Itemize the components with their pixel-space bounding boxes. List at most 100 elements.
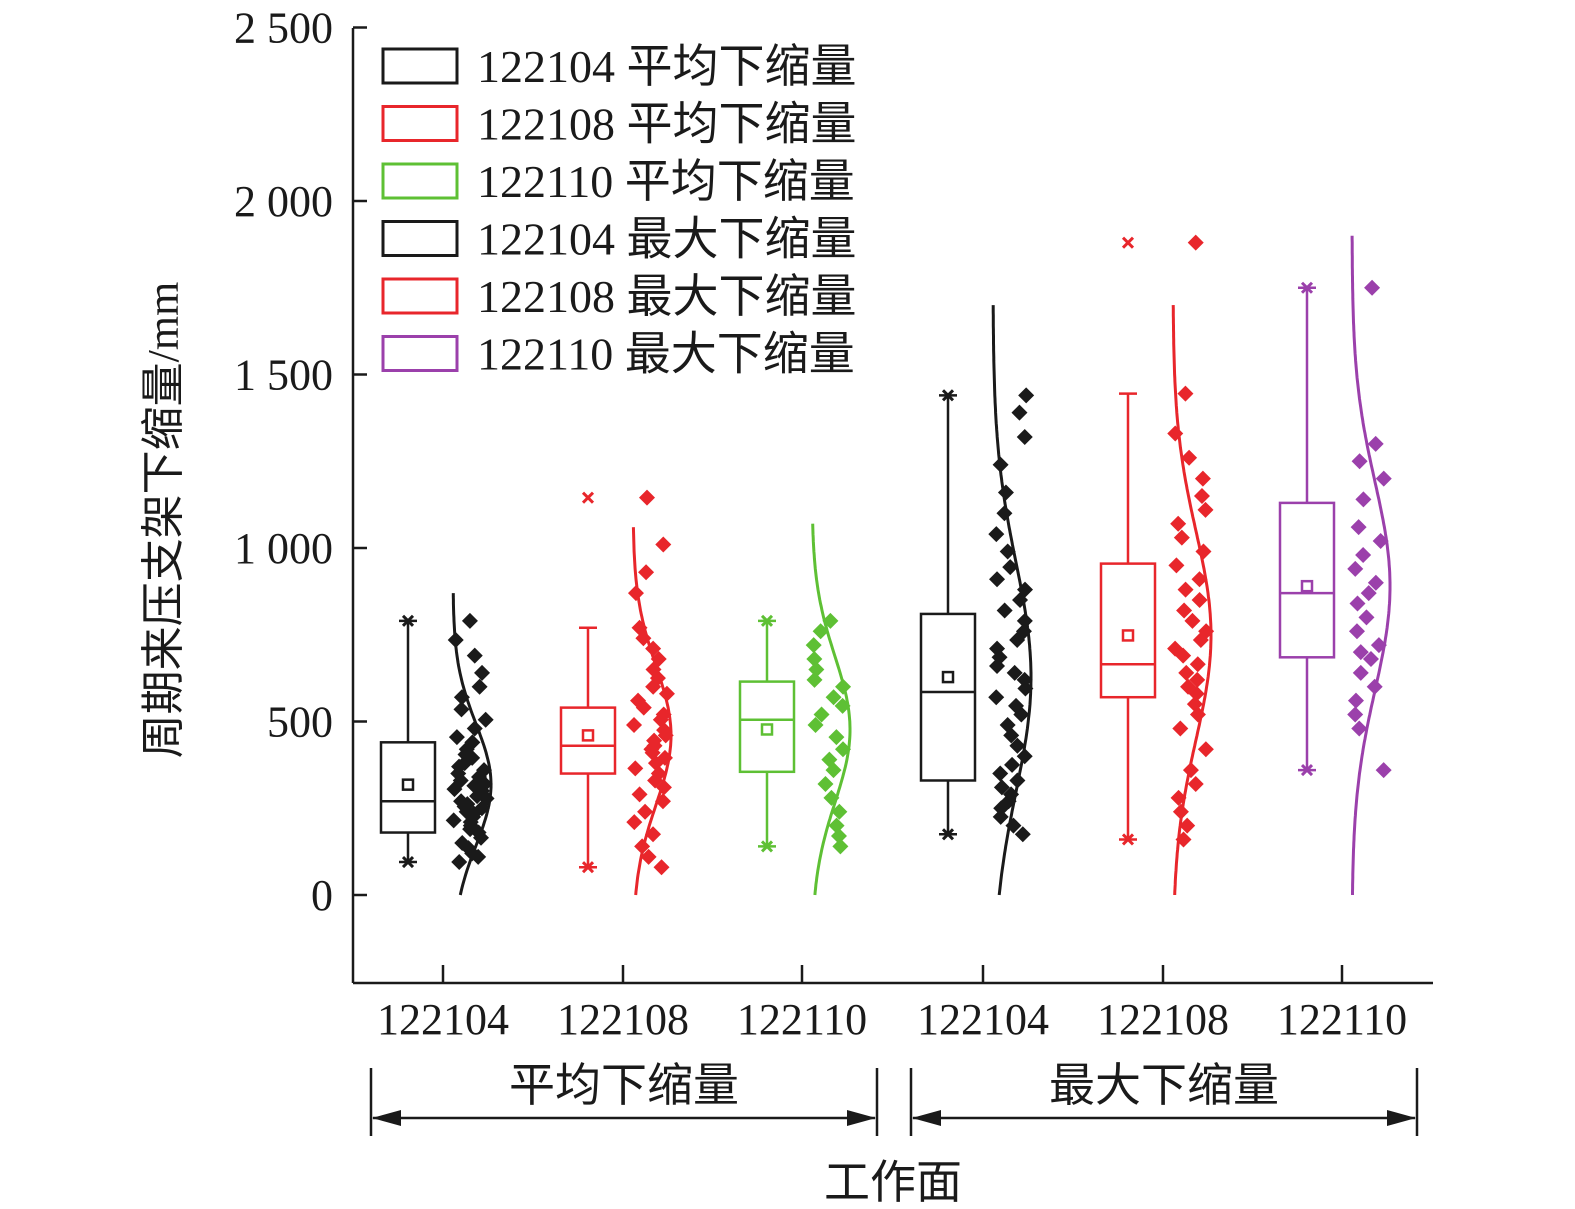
box-iqr: [1099, 562, 1157, 699]
box-iqr: [559, 706, 617, 775]
box-iqr: [379, 741, 437, 834]
data-point: [1018, 387, 1035, 404]
y-tick-label: 1 500: [234, 351, 333, 400]
legend-swatch: [381, 220, 459, 257]
data-point: [630, 692, 647, 709]
data-point: [988, 689, 1005, 706]
max-marker: [401, 614, 415, 627]
data-point: [638, 489, 655, 506]
box-mean-marker: [1300, 579, 1314, 593]
legend-label: 122104 最大下缩量: [477, 214, 857, 265]
legend-label: 122108 平均下缩量: [477, 99, 857, 150]
data-point: [1360, 585, 1377, 602]
legend-swatch: [381, 105, 459, 142]
data-point: [1375, 762, 1392, 779]
y-tick-label: 1 000: [234, 524, 333, 573]
series-group: [919, 305, 1035, 896]
data-point: [627, 585, 644, 602]
data-point: [989, 571, 1006, 588]
group-arrow-head-left: [912, 1110, 941, 1126]
min-marker: [941, 828, 955, 841]
data-point: [821, 751, 838, 768]
y-tick-label: 2 000: [234, 177, 333, 226]
data-point: [466, 647, 483, 664]
y-tick-label: 500: [267, 698, 333, 747]
data-point: [464, 734, 481, 751]
data-point: [996, 602, 1013, 619]
data-point: [646, 732, 663, 749]
data-point: [1375, 470, 1392, 487]
data-point: [808, 661, 825, 678]
min-marker: [401, 855, 415, 869]
legend-swatch: [381, 162, 459, 200]
data-point: [451, 854, 468, 871]
group-label: 平均下缩量: [509, 1060, 739, 1111]
x-tick-label: 122110: [1277, 995, 1407, 1044]
data-point: [1179, 817, 1196, 834]
x-tick-label: 122104: [917, 995, 1049, 1044]
data-point: [1347, 692, 1364, 709]
legend-swatch: [381, 277, 459, 315]
data-point: [1016, 671, 1033, 688]
data-point: [806, 671, 823, 688]
data-point: [1012, 592, 1029, 609]
data-point: [640, 848, 657, 865]
data-point: [626, 716, 643, 733]
data-point: [1184, 612, 1201, 629]
data-point: [1170, 515, 1187, 532]
data-point: [1181, 449, 1198, 466]
data-point: [1347, 560, 1364, 577]
data-point: [1348, 623, 1365, 640]
min-marker: [760, 840, 774, 853]
data-point: [1008, 697, 1025, 714]
data-point: [1002, 559, 1019, 576]
max-marker: [1300, 281, 1314, 294]
data-point: [1349, 595, 1366, 612]
data-point: [828, 729, 845, 746]
data-point: [1193, 487, 1210, 504]
x-tick-label: 122108: [557, 995, 689, 1044]
data-point: [1347, 706, 1364, 723]
data-point: [813, 706, 830, 723]
max-marker: [1121, 236, 1135, 249]
data-point: [1197, 501, 1214, 518]
data-point: [1355, 491, 1372, 508]
data-point: [631, 786, 648, 803]
max-marker: [941, 389, 955, 402]
data-point: [992, 808, 1009, 825]
data-point: [832, 838, 849, 855]
data-point: [807, 716, 824, 733]
data-point: [1167, 640, 1184, 657]
max-marker: [581, 491, 595, 504]
x-tick-label: 122108: [1097, 995, 1229, 1044]
data-point: [474, 664, 491, 681]
series-group: [379, 593, 495, 896]
data-point: [999, 716, 1016, 733]
data-point: [477, 711, 494, 728]
data-point: [825, 689, 842, 706]
data-point: [1189, 671, 1206, 688]
data-point: [1364, 279, 1381, 296]
data-point: [637, 803, 654, 820]
data-point: [812, 623, 829, 640]
data-point: [817, 775, 834, 792]
normal-curve: [991, 305, 1033, 896]
normal-curve: [1350, 235, 1392, 895]
data-point: [1016, 428, 1033, 445]
data-point: [831, 803, 848, 820]
data-point: [828, 817, 845, 834]
min-marker: [581, 861, 595, 874]
data-point: [1187, 775, 1204, 792]
legend-label: 122108 最大下缩量: [477, 271, 857, 322]
data-point: [1189, 656, 1206, 673]
x-tick-label: 122110: [737, 995, 867, 1044]
data-point: [1016, 612, 1033, 629]
series-group: [738, 523, 852, 896]
data-point: [806, 651, 823, 668]
data-point: [1351, 453, 1368, 470]
legend-label: 122110 最大下缩量: [477, 329, 855, 380]
data-point: [1004, 756, 1021, 773]
box-mean-marker: [581, 729, 595, 742]
data-point: [989, 640, 1006, 657]
